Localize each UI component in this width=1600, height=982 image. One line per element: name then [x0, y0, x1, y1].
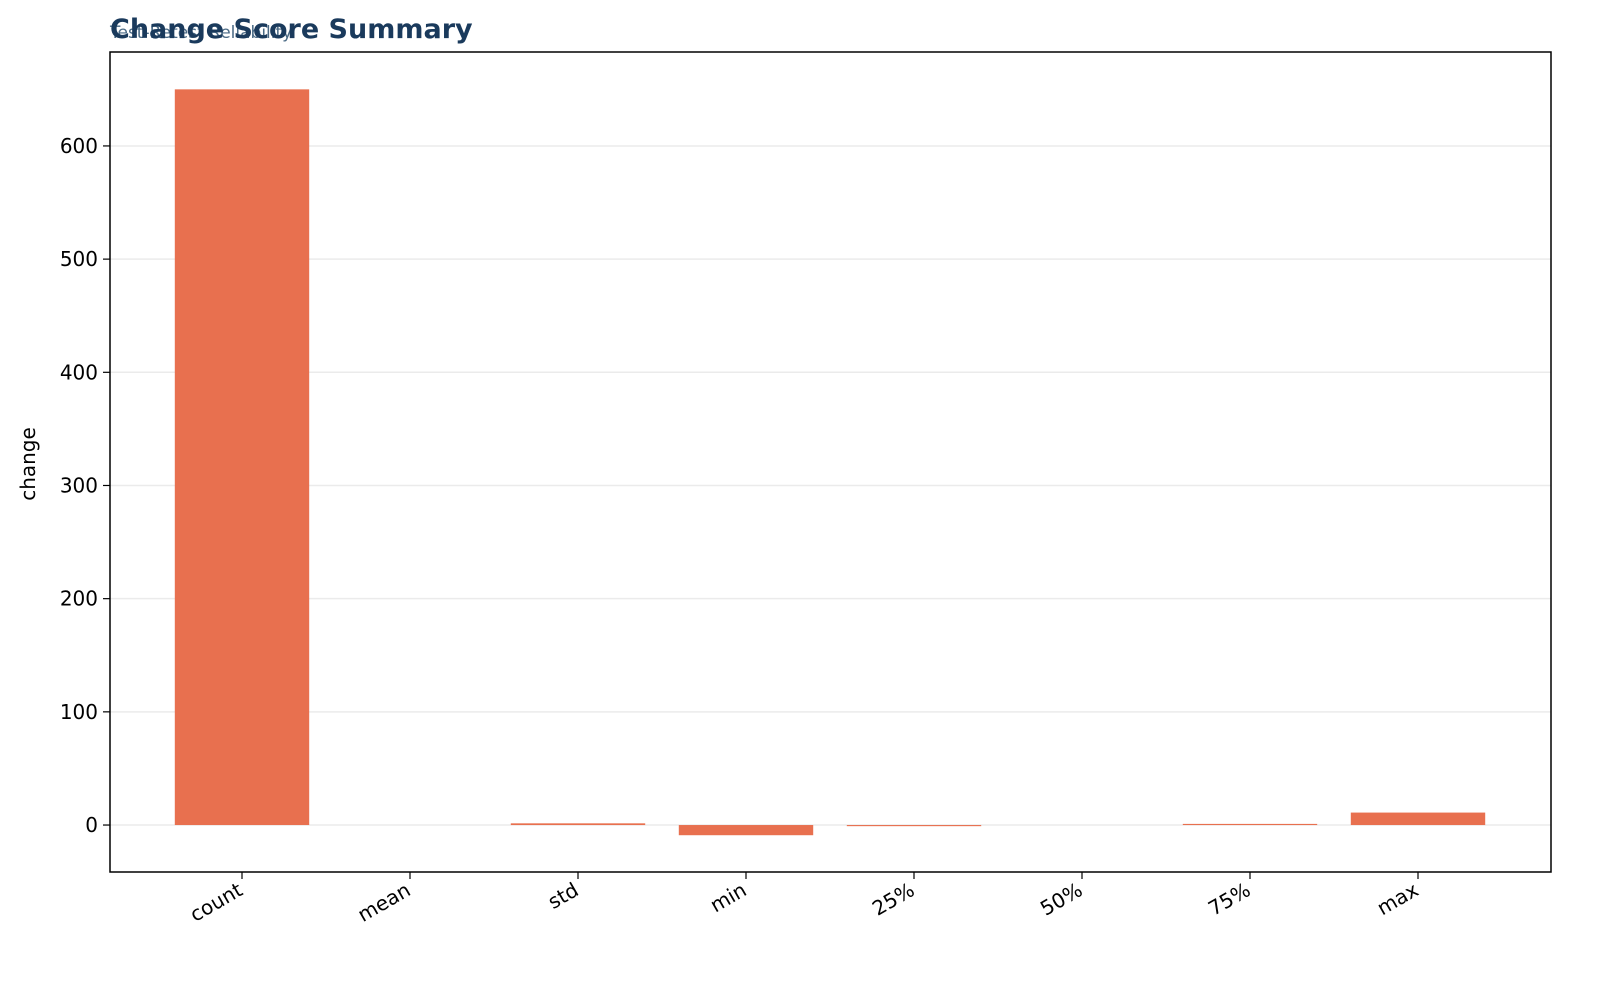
bar — [510, 823, 646, 826]
y-tick-label: 500 — [60, 247, 98, 271]
x-tick-label: mean — [353, 878, 414, 927]
bar — [846, 825, 982, 827]
y-axis-label: change — [16, 427, 40, 501]
chart-subtitle: Test-Retest Reliability — [109, 23, 292, 43]
plot-frame — [109, 51, 1552, 873]
chart-title: Change Score Summary — [110, 14, 473, 45]
x-tick-label: 25% — [868, 878, 918, 921]
x-tick-label: max — [1373, 877, 1423, 920]
y-tick-label: 100 — [60, 700, 98, 724]
x-tick-label: 75% — [1204, 878, 1254, 921]
x-tick-label: 50% — [1036, 878, 1086, 921]
y-tick-label: 600 — [60, 134, 98, 158]
x-tick-label: std — [544, 878, 583, 914]
x-tick-label: count — [186, 877, 247, 926]
y-tick-label: 0 — [85, 813, 98, 837]
bar — [1182, 823, 1318, 826]
bar — [1350, 812, 1486, 826]
y-tick-label: 300 — [60, 473, 98, 497]
bar — [174, 89, 310, 826]
bar — [678, 825, 814, 836]
x-tick-label: min — [706, 878, 751, 918]
y-tick-label: 400 — [60, 360, 98, 384]
y-tick-label: 200 — [60, 587, 98, 611]
